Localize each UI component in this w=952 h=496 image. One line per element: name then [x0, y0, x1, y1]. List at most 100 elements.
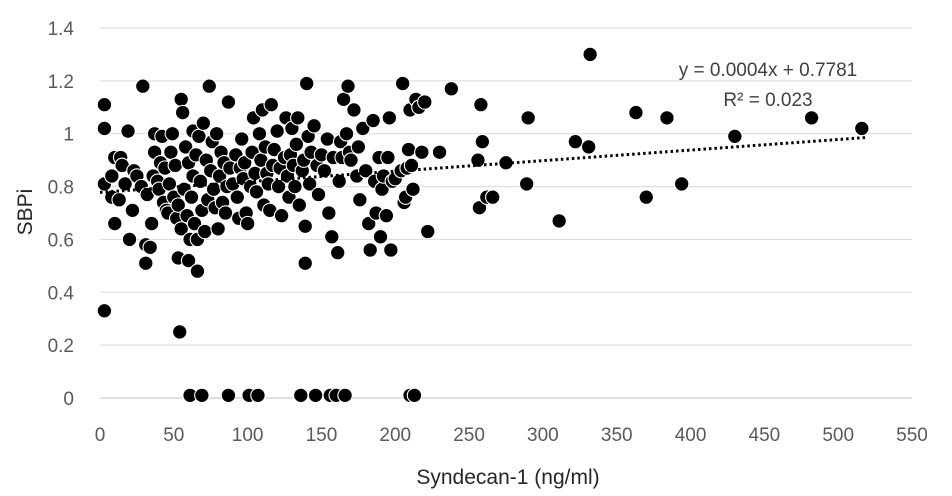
data-point [266, 141, 282, 158]
data-point [288, 136, 305, 153]
data-point [138, 255, 154, 271]
data-point [360, 215, 377, 232]
data-point [346, 102, 362, 118]
y-tick-label: 1.2 [48, 72, 74, 93]
data-point [117, 176, 133, 192]
data-point [803, 110, 820, 126]
data-point [324, 229, 340, 245]
data-point [171, 324, 188, 340]
x-tick-label: 500 [822, 425, 854, 446]
y-axis-ticks: 0 0.2 0.4 0.6 0.8 1 1.2 1.4 [48, 19, 75, 410]
data-point [135, 78, 151, 94]
data-point [177, 139, 194, 155]
x-axis-title: Syndecan-1 (ng/ml) [416, 466, 599, 489]
data-point [229, 189, 246, 205]
data-point [251, 125, 268, 142]
x-tick-label: 550 [896, 425, 928, 446]
data-point [394, 75, 411, 92]
data-point [337, 387, 353, 404]
data-point [297, 255, 313, 271]
data-point [372, 229, 389, 245]
data-point [551, 213, 567, 229]
data-point [194, 387, 210, 404]
data-point [443, 81, 460, 97]
x-tick-label: 0 [95, 425, 106, 446]
data-point [431, 144, 448, 160]
data-point [143, 215, 160, 232]
data-point [331, 173, 347, 190]
data-point [124, 202, 141, 219]
data-point [167, 157, 184, 174]
data-point [180, 252, 197, 269]
data-point [287, 178, 303, 195]
data-point [263, 96, 280, 113]
data-point [291, 197, 308, 213]
data-point [400, 141, 417, 158]
data-point [120, 123, 136, 139]
data-point [161, 176, 178, 192]
data-point [107, 215, 123, 232]
data-point [383, 242, 399, 258]
data-point [210, 221, 226, 237]
data-point [470, 152, 486, 168]
data-point [197, 223, 213, 240]
y-tick-label: 0.6 [48, 230, 74, 251]
r-squared-label: R² = 0.023 [723, 90, 812, 111]
data-point [142, 239, 158, 256]
data-point [316, 162, 333, 179]
y-axis-title: SBPi [14, 189, 37, 236]
y-tick-label: 0 [63, 389, 74, 410]
x-axis-ticks: 0 50 100 150 200 250 300 350 400 450 500 550 [95, 425, 928, 446]
data-point [628, 104, 644, 121]
data-point [365, 112, 381, 129]
data-point [727, 128, 743, 145]
data-point [350, 139, 367, 155]
data-point [321, 205, 337, 221]
data-point [191, 128, 207, 145]
data-point [381, 110, 398, 126]
y-tick-label: 0.8 [48, 178, 74, 199]
data-point [567, 133, 584, 150]
data-point [580, 139, 597, 155]
data-point [854, 120, 870, 137]
data-point [201, 78, 218, 94]
data-point [195, 115, 212, 131]
data-point [403, 157, 420, 174]
data-point [420, 223, 436, 240]
data-point [298, 75, 315, 92]
x-tick-label: 400 [675, 425, 707, 446]
data-point [173, 91, 189, 108]
x-tick-label: 100 [232, 425, 264, 446]
data-point [174, 104, 191, 121]
data-point [220, 94, 237, 110]
data-point [362, 242, 378, 258]
data-point [352, 192, 368, 208]
trendline-equation: y = 0.0004x + 0.7781 [679, 60, 858, 81]
data-point [121, 231, 138, 248]
data-point [338, 125, 355, 142]
data-point [319, 131, 336, 147]
y-tick-label: 0.2 [48, 336, 74, 357]
data-point [273, 207, 290, 224]
data-point [192, 173, 209, 190]
data-point [673, 176, 690, 192]
data-point [405, 181, 421, 197]
y-tick-label: 1 [63, 125, 74, 146]
data-points [96, 46, 870, 404]
x-tick-label: 450 [749, 425, 781, 446]
data-point [310, 186, 327, 203]
data-point [270, 178, 287, 195]
data-point [473, 96, 489, 113]
data-point [186, 215, 203, 232]
data-point [471, 199, 488, 216]
data-point [239, 215, 256, 232]
data-point [104, 168, 120, 184]
data-point [111, 192, 127, 208]
data-point [659, 110, 675, 126]
x-tick-label: 150 [306, 425, 338, 446]
data-point [380, 149, 396, 166]
data-point [290, 110, 306, 126]
data-point [378, 207, 395, 224]
data-point [170, 197, 186, 213]
